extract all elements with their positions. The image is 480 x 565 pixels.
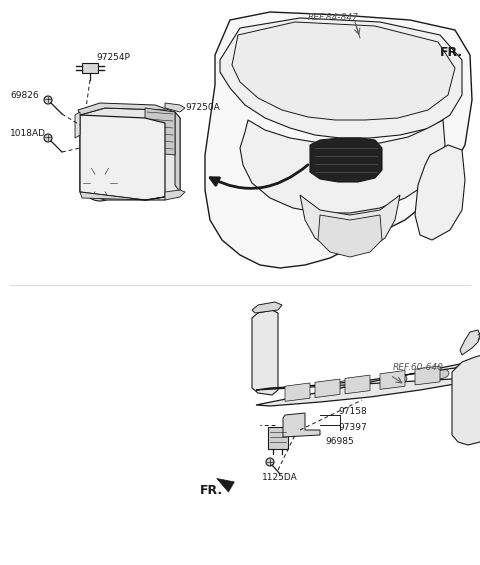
Bar <box>88 142 104 152</box>
Circle shape <box>321 165 335 179</box>
Text: 97250A: 97250A <box>185 103 220 112</box>
Polygon shape <box>80 108 180 200</box>
Ellipse shape <box>336 381 354 391</box>
Bar <box>456 396 480 405</box>
Polygon shape <box>80 115 165 200</box>
Text: 1125DA: 1125DA <box>262 472 298 481</box>
Ellipse shape <box>286 387 304 397</box>
Text: REF.60-640: REF.60-640 <box>393 363 444 372</box>
Bar <box>255 354 275 365</box>
Text: 96985: 96985 <box>325 437 354 445</box>
Polygon shape <box>175 112 180 192</box>
Bar <box>82 63 98 73</box>
Polygon shape <box>310 138 382 182</box>
Polygon shape <box>300 195 400 255</box>
Bar <box>111 142 127 152</box>
Polygon shape <box>75 112 80 138</box>
Polygon shape <box>205 12 472 268</box>
Bar <box>111 157 127 167</box>
Polygon shape <box>380 371 405 389</box>
Polygon shape <box>217 479 234 492</box>
Polygon shape <box>78 103 180 118</box>
Circle shape <box>136 173 160 197</box>
Text: 69826: 69826 <box>10 90 38 99</box>
Polygon shape <box>415 366 440 385</box>
Polygon shape <box>318 215 382 257</box>
Polygon shape <box>165 103 185 112</box>
Polygon shape <box>80 192 175 200</box>
Bar <box>148 158 158 166</box>
Polygon shape <box>252 302 282 313</box>
Circle shape <box>341 165 355 179</box>
Bar <box>456 382 480 391</box>
Bar <box>376 62 418 94</box>
Polygon shape <box>452 355 480 445</box>
Polygon shape <box>256 362 470 406</box>
Bar <box>456 368 480 377</box>
Bar <box>88 157 104 167</box>
Circle shape <box>82 165 118 201</box>
Polygon shape <box>232 22 455 120</box>
Bar <box>255 371 275 382</box>
Text: REF.84-847: REF.84-847 <box>308 14 359 23</box>
Bar <box>255 337 275 348</box>
Circle shape <box>44 134 52 142</box>
Text: 1018AD: 1018AD <box>10 128 46 137</box>
Polygon shape <box>424 53 442 69</box>
Circle shape <box>90 173 110 193</box>
Circle shape <box>141 178 155 192</box>
Bar <box>134 142 150 152</box>
Bar <box>255 320 275 331</box>
Circle shape <box>266 458 274 466</box>
Polygon shape <box>220 18 462 138</box>
Text: FR.: FR. <box>200 484 223 497</box>
Bar <box>148 143 158 151</box>
Circle shape <box>44 96 52 104</box>
Polygon shape <box>145 108 175 155</box>
Polygon shape <box>315 379 340 398</box>
Bar <box>84 120 159 135</box>
Polygon shape <box>345 375 370 394</box>
Polygon shape <box>460 330 480 355</box>
Bar <box>134 157 150 167</box>
Circle shape <box>333 56 377 100</box>
Bar <box>456 424 480 433</box>
Text: 97254P: 97254P <box>96 54 130 63</box>
Polygon shape <box>283 413 320 437</box>
Bar <box>456 410 480 419</box>
Polygon shape <box>285 383 310 401</box>
Bar <box>268 427 288 449</box>
Polygon shape <box>252 310 278 395</box>
Circle shape <box>283 58 327 102</box>
Text: 97397: 97397 <box>338 423 367 432</box>
Text: 97158: 97158 <box>338 407 367 416</box>
Ellipse shape <box>431 369 449 379</box>
Polygon shape <box>240 120 445 213</box>
Polygon shape <box>165 190 185 200</box>
Text: FR.: FR. <box>440 46 463 59</box>
Ellipse shape <box>389 374 407 384</box>
Polygon shape <box>415 145 465 240</box>
